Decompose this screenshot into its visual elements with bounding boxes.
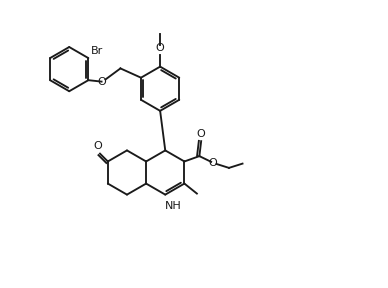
- Text: O: O: [156, 43, 165, 54]
- Text: O: O: [208, 158, 217, 168]
- Text: Br: Br: [91, 46, 104, 56]
- Text: O: O: [97, 77, 106, 87]
- Text: O: O: [94, 141, 102, 151]
- Text: NH: NH: [165, 201, 182, 211]
- Text: O: O: [197, 129, 206, 139]
